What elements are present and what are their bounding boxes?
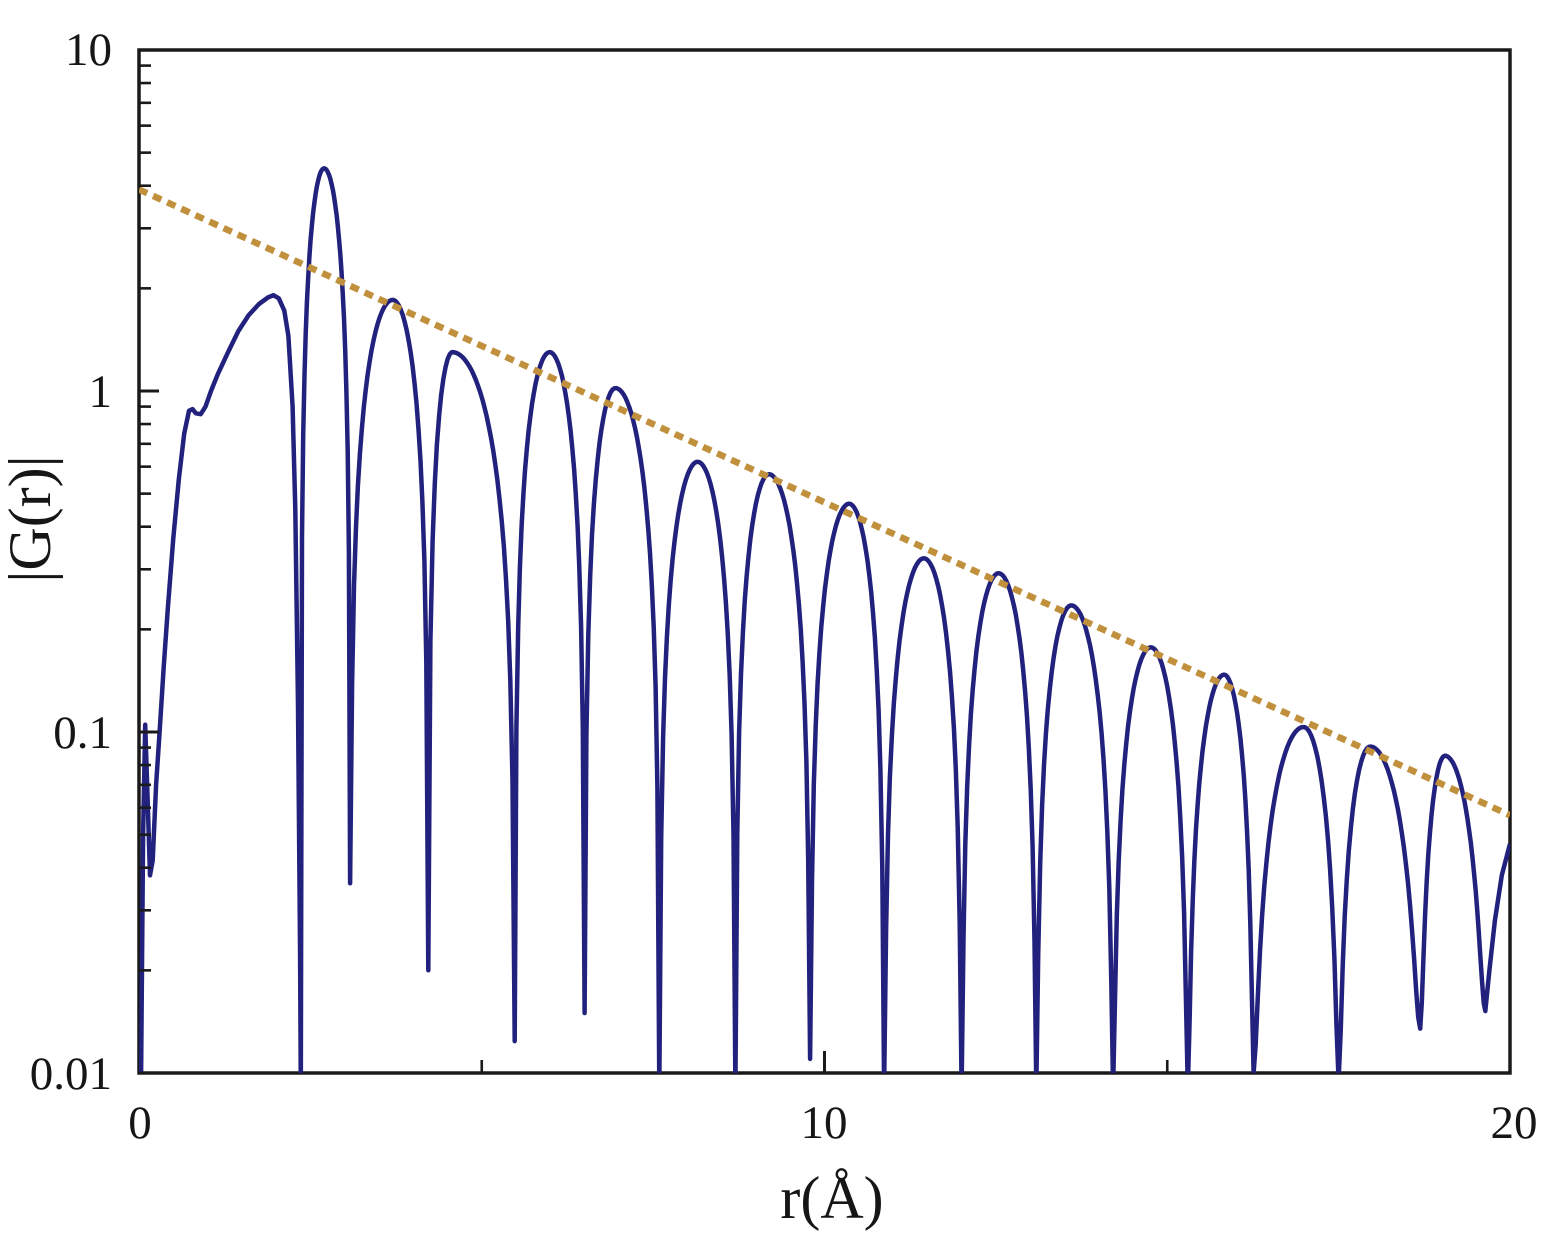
y-tick-label-1: 1: [89, 366, 113, 418]
y-tick-label-0p01: 0.01: [30, 1048, 112, 1100]
y-axis-title: |G(r)|: [0, 455, 63, 582]
x-tick-label-20: 20: [1491, 1097, 1538, 1149]
plot-frame: [137, 48, 1512, 1075]
pdf-curve: [139, 166, 1510, 1073]
data-curves: [139, 166, 1510, 1073]
x-tick-label-10: 10: [801, 1097, 848, 1149]
x-axis-title: r(Å): [780, 1165, 883, 1231]
axis-ticks: [139, 48, 1169, 1075]
y-tick-label-0p1: 0.1: [53, 707, 112, 759]
envelope-line: [139, 186, 1510, 819]
y-tick-label-10: 10: [65, 24, 112, 76]
x-tick-label-0: 0: [128, 1097, 152, 1149]
